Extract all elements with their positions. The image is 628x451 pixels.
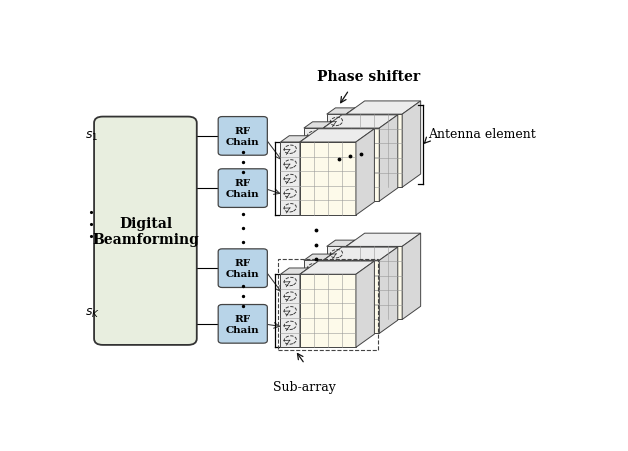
Polygon shape (304, 261, 323, 334)
Polygon shape (379, 115, 398, 202)
FancyBboxPatch shape (218, 305, 268, 343)
Polygon shape (323, 248, 398, 261)
Text: $s_1$: $s_1$ (85, 129, 98, 142)
Polygon shape (323, 129, 379, 202)
Text: Antenna element: Antenna element (428, 128, 536, 141)
Polygon shape (300, 268, 309, 348)
Polygon shape (300, 275, 356, 348)
Polygon shape (281, 275, 300, 348)
Polygon shape (323, 123, 332, 202)
Text: RF
Chain: RF Chain (226, 314, 259, 334)
Polygon shape (402, 101, 421, 188)
FancyBboxPatch shape (218, 249, 268, 288)
Polygon shape (327, 115, 346, 188)
Polygon shape (281, 268, 309, 275)
Polygon shape (356, 129, 374, 216)
Text: Sub-array: Sub-array (273, 380, 336, 393)
Polygon shape (327, 240, 355, 247)
Polygon shape (300, 262, 374, 275)
Polygon shape (346, 115, 402, 188)
Polygon shape (281, 136, 309, 143)
Polygon shape (304, 129, 323, 202)
Polygon shape (327, 109, 355, 115)
Polygon shape (402, 234, 421, 320)
Polygon shape (304, 254, 332, 261)
Polygon shape (304, 123, 332, 129)
Polygon shape (323, 254, 332, 334)
Polygon shape (346, 234, 421, 247)
FancyBboxPatch shape (218, 117, 268, 156)
Polygon shape (300, 136, 309, 216)
Polygon shape (346, 247, 402, 320)
Text: $s_K$: $s_K$ (85, 306, 100, 319)
Text: Digital
Beamforming: Digital Beamforming (92, 216, 199, 246)
Polygon shape (346, 101, 421, 115)
Polygon shape (300, 143, 356, 216)
Text: RF
Chain: RF Chain (226, 259, 259, 278)
Polygon shape (346, 240, 355, 320)
FancyBboxPatch shape (94, 117, 197, 345)
Polygon shape (327, 247, 346, 320)
Polygon shape (323, 261, 379, 334)
Polygon shape (300, 129, 374, 143)
Text: Phase shifter: Phase shifter (317, 70, 420, 84)
Polygon shape (379, 248, 398, 334)
Polygon shape (356, 262, 374, 348)
Text: RF
Chain: RF Chain (226, 179, 259, 198)
FancyBboxPatch shape (218, 170, 268, 208)
Polygon shape (323, 115, 398, 129)
Text: RF
Chain: RF Chain (226, 127, 259, 146)
Polygon shape (281, 143, 300, 216)
Polygon shape (346, 109, 355, 188)
